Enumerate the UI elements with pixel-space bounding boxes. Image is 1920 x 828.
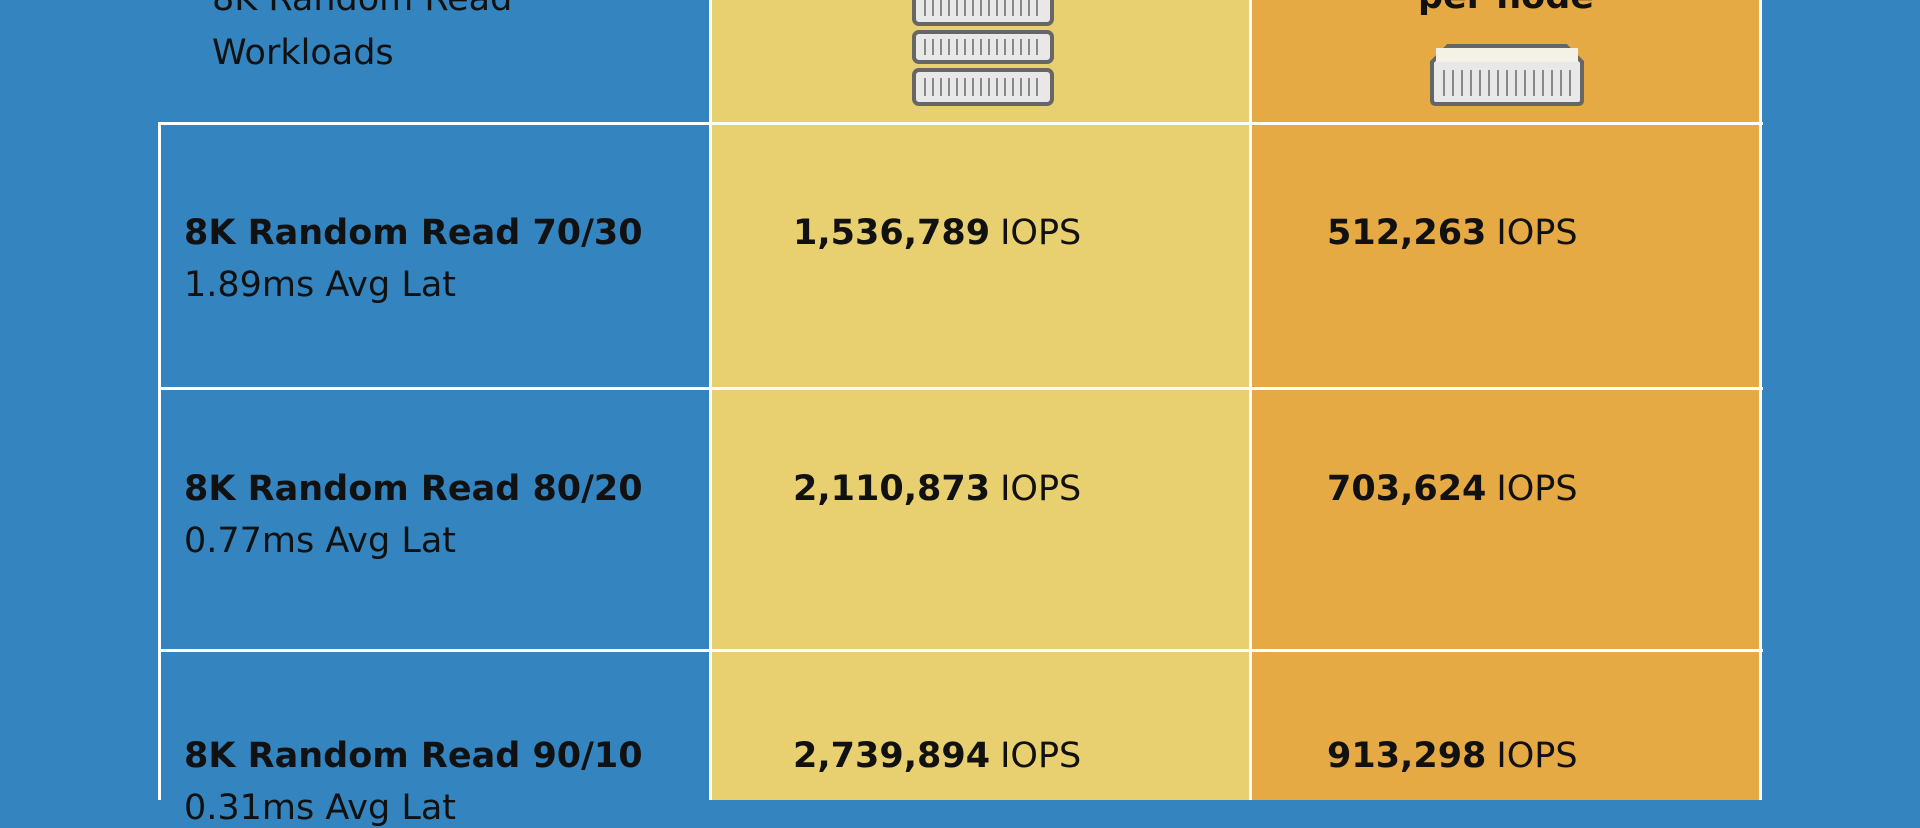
header-title: Workloads [212, 33, 394, 73]
cluster-value: 1,536,789 IOPS [793, 216, 1081, 251]
node-column [1250, 0, 1760, 800]
border [1249, 0, 1252, 800]
iops-unit: IOPS [1496, 469, 1578, 509]
row-label: 8K Random Read 90/10 [184, 736, 643, 776]
row-latency: 0.31ms Avg Lat [184, 788, 457, 828]
iops-unit: IOPS [1496, 213, 1578, 253]
node-value: 703,624 IOPS [1327, 472, 1578, 507]
border [158, 387, 1763, 390]
iops-value: 1,536,789 [793, 213, 991, 253]
row-label: 8K Random Read 70/30 [184, 213, 643, 253]
node-header: per node [1406, 0, 1606, 15]
iops-value: 2,110,873 [793, 469, 991, 509]
iops-unit: IOPS [1000, 213, 1082, 253]
cluster-value: 2,110,873 IOPS [793, 472, 1081, 507]
row-latency: 0.77ms Avg Lat [184, 521, 457, 561]
iops-value: 512,263 [1327, 213, 1487, 253]
icon-top [1436, 48, 1578, 62]
border [158, 122, 161, 800]
border [158, 649, 1763, 652]
page: 8K Random Read Workloads per node 8K Ran… [158, 0, 1763, 826]
iops-unit: IOPS [1000, 469, 1082, 509]
iops-unit: IOPS [1496, 736, 1578, 776]
row-label: 8K Random Read 80/20 [184, 469, 643, 509]
cluster-column [710, 0, 1250, 800]
border [158, 122, 1763, 125]
border [709, 0, 712, 800]
iops-unit: IOPS [1000, 736, 1082, 776]
iops-value: 913,298 [1327, 736, 1487, 776]
node-value: 512,263 IOPS [1327, 216, 1578, 251]
node-value: 913,298 IOPS [1327, 739, 1578, 774]
row-latency: 1.89ms Avg Lat [184, 265, 457, 305]
icons [912, 0, 1584, 106]
border [1759, 0, 1762, 800]
cluster-value: 2,739,894 IOPS [793, 739, 1081, 774]
iops-value: 2,739,894 [793, 736, 991, 776]
iops-value: 703,624 [1327, 469, 1487, 509]
header-title: 8K Random Read [212, 0, 512, 17]
